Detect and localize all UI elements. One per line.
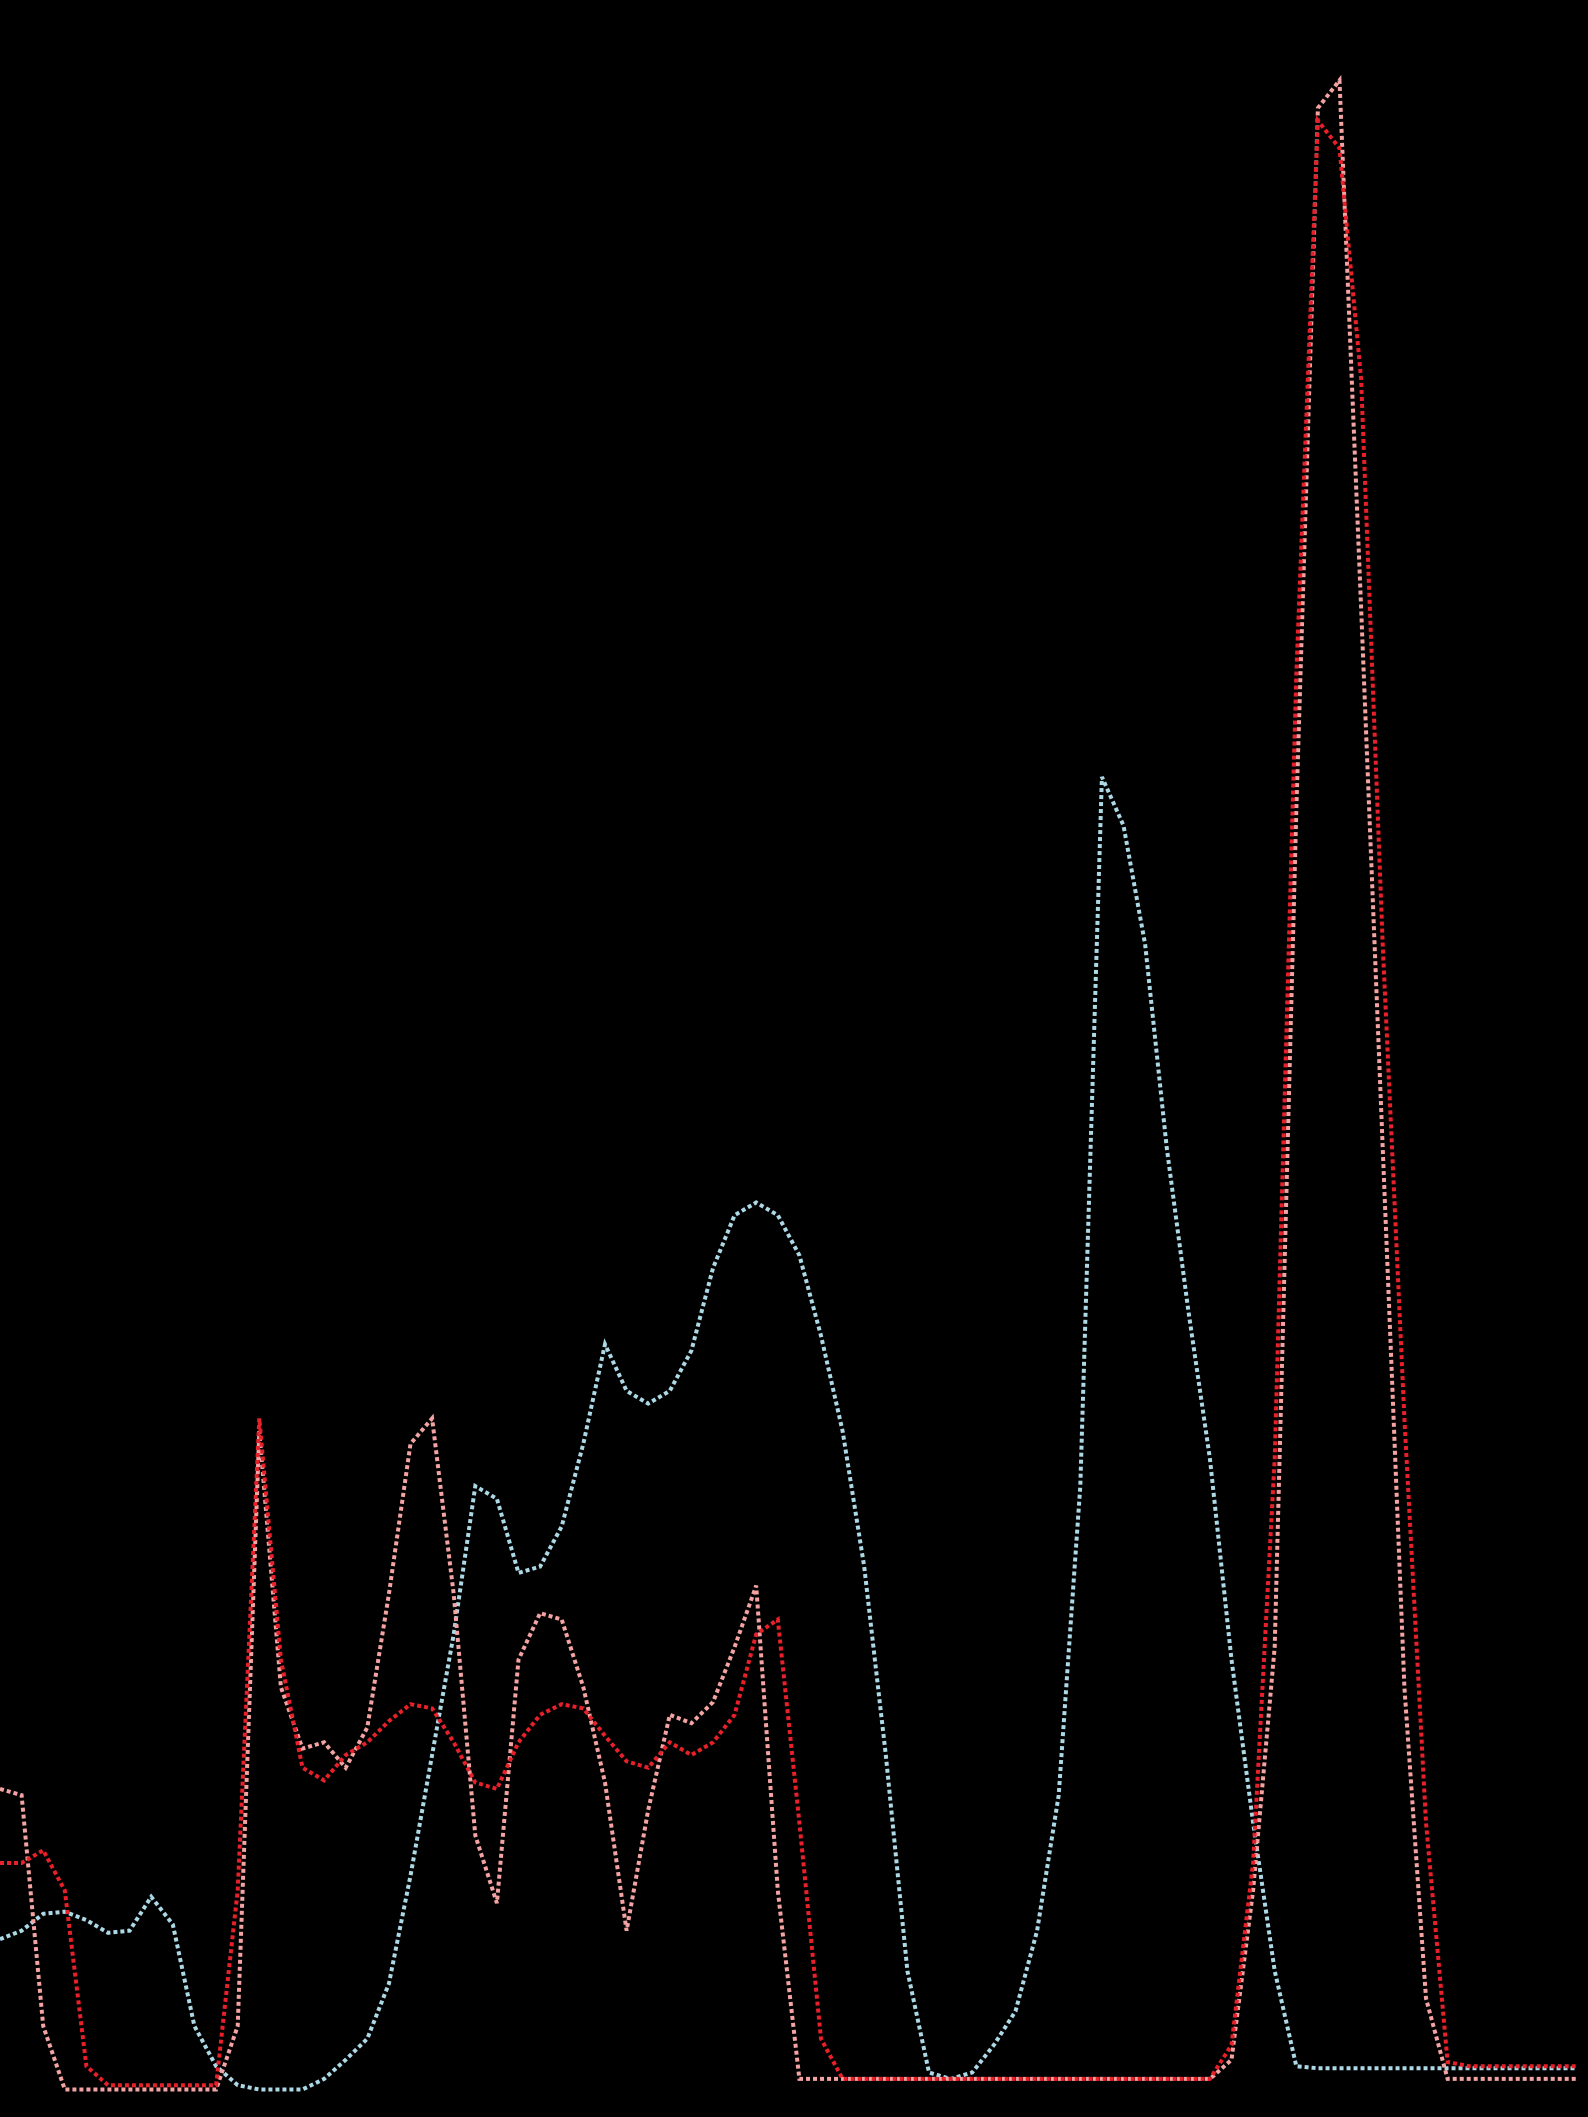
data-line [0,74,1578,2092]
data-line [0,776,1578,2092]
data-line [0,115,1578,2088]
